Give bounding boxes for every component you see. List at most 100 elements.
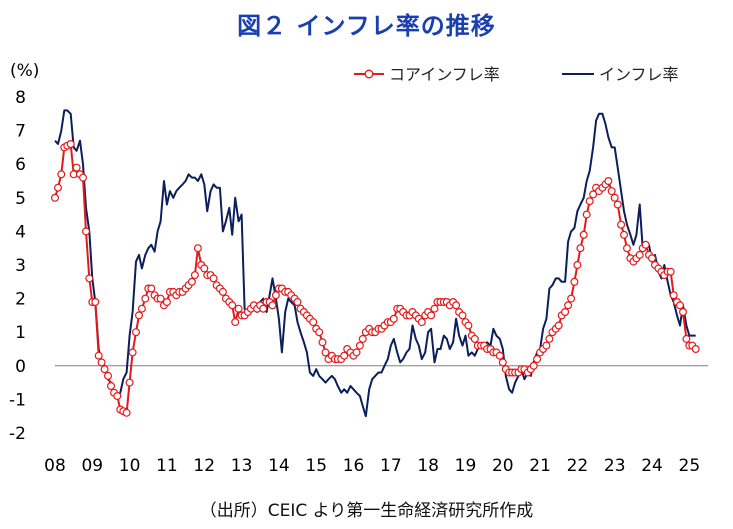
core-inflation-point	[259, 304, 268, 313]
core-inflation-point	[106, 382, 115, 391]
core-inflation-point	[619, 230, 628, 239]
core-inflation-point	[141, 294, 150, 303]
y-tick-label: -2	[9, 424, 26, 444]
legend-label-core: コアインフレ率	[389, 65, 500, 84]
core-inflation-point	[234, 304, 243, 313]
core-inflation-point	[585, 197, 594, 206]
legend-marker-core	[364, 69, 374, 79]
core-inflation-point	[622, 244, 631, 253]
source-note: （出所）CEIC より第一生命経済研究所作成	[199, 501, 534, 521]
x-tick-label: 10	[119, 456, 141, 476]
core-inflation-point	[156, 294, 165, 303]
core-inflation-point	[576, 244, 585, 253]
core-inflation-point	[340, 351, 349, 360]
x-tick-label: 12	[193, 456, 215, 476]
series-layer	[50, 109, 700, 418]
x-tick-label: 08	[44, 456, 66, 476]
x-tick-label: 14	[268, 456, 290, 476]
x-tick-label: 16	[343, 456, 365, 476]
x-tick-label: 21	[529, 456, 551, 476]
core-inflation-point	[635, 250, 644, 259]
core-inflation-point	[209, 274, 218, 283]
core-inflation-point	[318, 338, 327, 347]
core-inflation-point	[100, 365, 109, 374]
core-inflation-point	[579, 230, 588, 239]
core-inflation-point	[678, 308, 687, 317]
core-inflation-point	[352, 348, 361, 357]
core-inflation-point	[72, 163, 81, 172]
core-inflation-point	[389, 314, 398, 323]
core-inflation-point	[567, 294, 576, 303]
core-inflation-point	[573, 261, 582, 270]
core-inflation-point	[315, 328, 324, 337]
y-tick-label: 4	[15, 222, 26, 242]
core-inflation-point	[647, 254, 656, 263]
core-inflation-point	[464, 321, 473, 330]
core-inflation-point	[162, 298, 171, 307]
y-tick-label: 2	[15, 290, 26, 310]
x-tick-label: 11	[156, 456, 178, 476]
core-inflation-point	[427, 311, 436, 320]
core-inflation-point	[103, 371, 112, 380]
core-inflation-point	[641, 240, 650, 249]
core-inflation-point	[218, 287, 227, 296]
core-inflation-point	[190, 271, 199, 280]
core-inflation-point	[132, 328, 141, 337]
y-tick-label: 3	[15, 256, 26, 276]
core-inflation-point	[137, 304, 146, 313]
core-inflation-point	[589, 190, 598, 199]
y-tick-label: 1	[15, 323, 26, 343]
core-inflation-point	[355, 341, 364, 350]
core-inflation-point	[498, 358, 507, 367]
core-inflation-point	[529, 361, 538, 370]
core-inflation-point	[430, 304, 439, 313]
y-tick-label: 0	[15, 357, 26, 377]
y-tick-label: 7	[15, 122, 26, 142]
core-inflation-point	[85, 274, 94, 283]
core-inflation-point	[682, 334, 691, 343]
core-inflation-point	[128, 348, 137, 357]
x-axis-ticks: 08 09 10 11 12 13 14 15 16 17 18 19 20 21 22 23 24 25	[44, 456, 700, 476]
core-inflation-point	[135, 311, 144, 320]
core-inflation-point	[470, 334, 479, 343]
core-inflation-point	[187, 277, 196, 286]
core-inflation-point	[268, 301, 277, 310]
core-inflation-point	[561, 308, 570, 317]
series-core-inflation	[50, 140, 700, 417]
x-tick-label: 18	[417, 456, 439, 476]
legend-label-headline: インフレ率	[599, 65, 679, 84]
core-inflation-point	[147, 284, 156, 293]
core-inflation-point	[610, 193, 619, 202]
core-inflation-point	[78, 173, 87, 182]
x-tick-label: 24	[641, 456, 663, 476]
x-tick-label: 22	[567, 456, 589, 476]
core-inflation-point	[125, 378, 134, 387]
core-inflation-point	[669, 291, 678, 300]
x-tick-label: 20	[492, 456, 514, 476]
core-inflation-point	[200, 264, 209, 273]
chart-title: 図２ インフレ率の推移	[237, 12, 496, 40]
core-inflation-point	[582, 210, 591, 219]
core-inflation-point	[458, 311, 467, 320]
core-inflation-point	[533, 355, 542, 364]
core-inflation-point	[613, 200, 622, 209]
core-inflation-point	[542, 341, 551, 350]
core-inflation-point	[545, 334, 554, 343]
core-inflation-point	[309, 318, 318, 327]
core-inflation-point	[570, 277, 579, 286]
core-inflation-line	[54, 143, 697, 414]
core-inflation-point	[231, 318, 240, 327]
x-tick-label: 17	[380, 456, 402, 476]
core-inflation-point	[122, 408, 131, 417]
core-inflation-point	[66, 140, 75, 149]
core-inflation-point	[321, 348, 330, 357]
core-inflation-point	[358, 334, 367, 343]
core-inflation-point	[617, 220, 626, 229]
core-inflation-point	[57, 170, 66, 179]
core-inflation-point	[604, 177, 613, 186]
core-inflation-point	[675, 301, 684, 310]
core-inflation-point	[53, 183, 62, 192]
core-inflation-point	[113, 392, 122, 401]
core-inflation-point	[666, 267, 675, 276]
